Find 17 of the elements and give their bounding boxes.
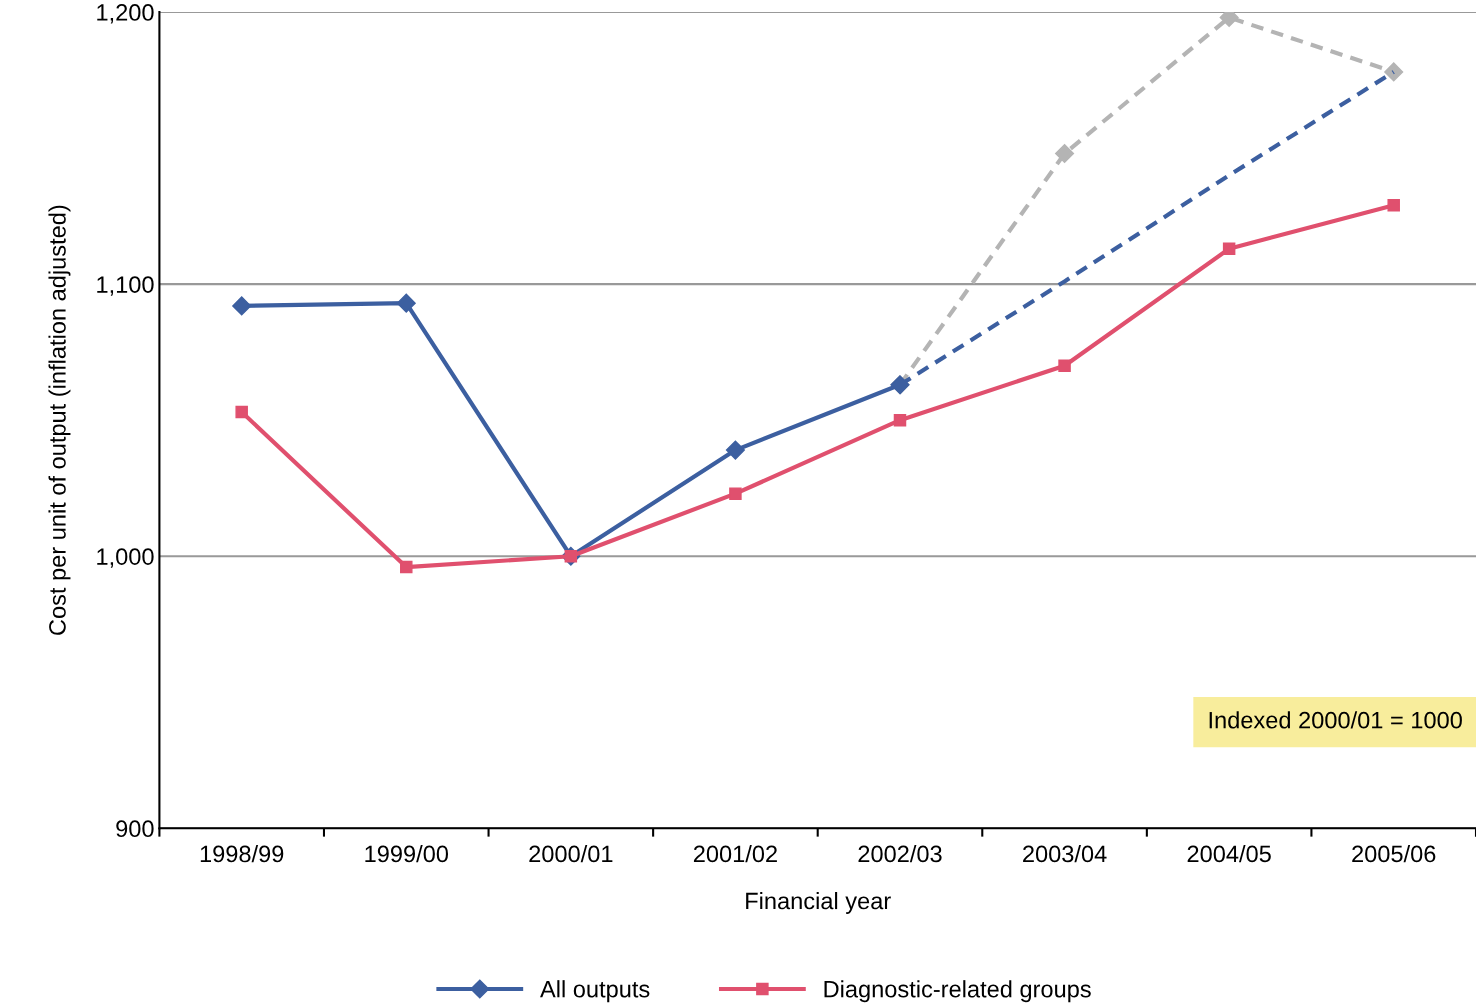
x-tick-label: 1998/99 [200, 844, 284, 863]
x-tick-label: 2005/06 [1352, 844, 1436, 863]
legend-label: All outputs [540, 980, 650, 1003]
x-axis-title: Financial year [746, 891, 891, 914]
legend-label: Diagnostic-related groups [824, 980, 1091, 1003]
x-tick-label: 1999/00 [365, 844, 449, 863]
x-tick-label: 2001/02 [693, 844, 777, 863]
x-tick-label: 2003/04 [1023, 844, 1107, 863]
y-tick-label: 1,100 [97, 276, 154, 296]
y-tick-label: 1,000 [97, 548, 154, 568]
annotation: Indexed 2000/01 = 1000 [1209, 711, 1462, 729]
x-tick-label: 2004/05 [1187, 844, 1271, 863]
x-tick-label: 2000/01 [529, 844, 613, 863]
y-tick-label: 1,200 [97, 4, 154, 24]
y-tick-label: 900 [116, 820, 154, 838]
y-axis-title: Cost per unit of output (inflation adjusted) [48, 205, 71, 635]
x-tick-label: 2002/03 [858, 844, 942, 863]
